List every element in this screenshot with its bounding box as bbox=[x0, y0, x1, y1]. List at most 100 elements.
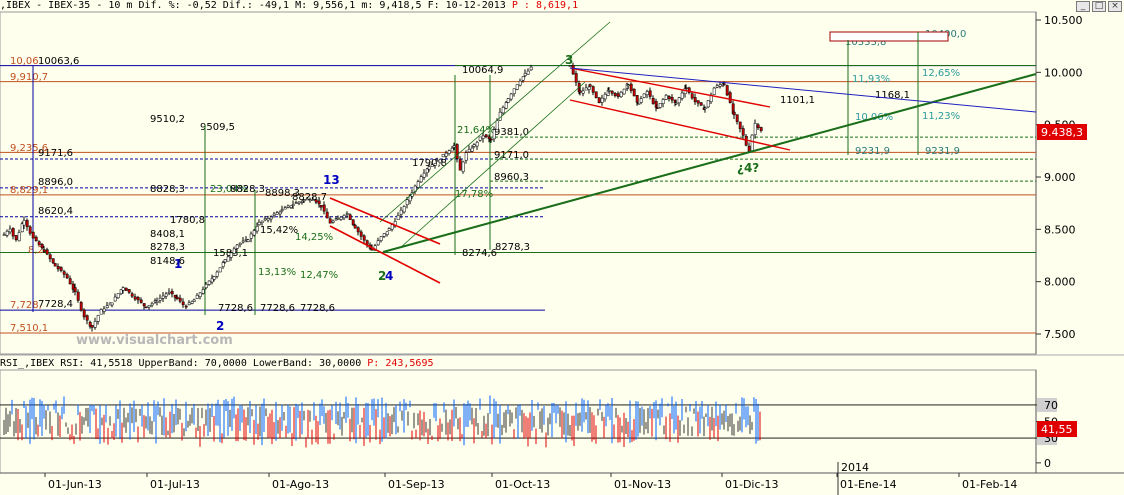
candle-body bbox=[450, 147, 454, 152]
candle-body bbox=[73, 287, 77, 293]
candle-body bbox=[587, 86, 591, 90]
fib-label: 9509,5 bbox=[200, 122, 235, 133]
candle-body bbox=[405, 199, 409, 205]
candle-body bbox=[574, 73, 578, 83]
candle-body bbox=[629, 83, 633, 91]
candle-body bbox=[718, 84, 722, 87]
annotation-value: 8828,7 bbox=[292, 192, 327, 203]
wave-label: 3 bbox=[565, 53, 573, 67]
fib-label: 8620,4 bbox=[38, 206, 73, 217]
min-label: m: 9,418,5 bbox=[361, 0, 422, 11]
candle-body bbox=[187, 302, 191, 305]
left-level-label: 9,910,7 bbox=[10, 72, 48, 83]
candle-body bbox=[529, 66, 533, 71]
candle-body bbox=[382, 233, 386, 237]
candle-body bbox=[25, 220, 29, 228]
candle-body bbox=[142, 303, 146, 307]
candle-body bbox=[735, 114, 739, 122]
fib-label: 7728,4 bbox=[38, 299, 73, 310]
candle-body bbox=[461, 161, 465, 172]
candle-body bbox=[139, 299, 143, 303]
candle-body bbox=[59, 267, 63, 271]
candle-body bbox=[99, 309, 103, 315]
candle-body bbox=[447, 150, 451, 154]
candle-body bbox=[416, 181, 420, 188]
candle-body bbox=[607, 90, 611, 92]
dif-label: Dif.: -49,1 bbox=[222, 0, 290, 11]
candle-body bbox=[427, 166, 431, 170]
last-price-label: 9.438,3 bbox=[1041, 126, 1083, 139]
candle-body bbox=[2, 234, 6, 236]
candle-body bbox=[626, 84, 630, 87]
candle-body bbox=[619, 92, 623, 97]
candle-body bbox=[568, 65, 572, 68]
candle-body bbox=[336, 218, 340, 220]
candle-body bbox=[441, 154, 445, 158]
fib-label: 9171,6 bbox=[38, 148, 73, 159]
x-tick-label: 01-Jun-13 bbox=[48, 478, 102, 491]
candle-body bbox=[34, 236, 38, 241]
fib-label: 8278,3 bbox=[150, 242, 185, 253]
candle-body bbox=[475, 141, 479, 147]
candle-body bbox=[715, 85, 719, 88]
left-level-label: 9,235,6 bbox=[10, 143, 48, 154]
candle-body bbox=[53, 263, 57, 267]
y-tick-label: 10.000 bbox=[1044, 66, 1083, 79]
close-button[interactable]: × bbox=[1108, 1, 1122, 12]
annotation-value: 9231,9 bbox=[925, 146, 960, 157]
candle-body bbox=[195, 295, 199, 299]
candle-body bbox=[121, 287, 125, 291]
pct-label: 13,13% bbox=[258, 267, 296, 278]
candle-body bbox=[670, 97, 674, 101]
candle-body bbox=[655, 107, 659, 109]
candle-body bbox=[192, 299, 196, 302]
annotation-value: 9231,9 bbox=[855, 146, 890, 157]
date-label: F: 10-12-2013 bbox=[427, 0, 506, 11]
candle-body bbox=[680, 92, 684, 99]
rsi-header-text: RSI_,IBEX RSI: 41,5518 UpperBand: 70,000… bbox=[0, 358, 362, 369]
candle-body bbox=[155, 300, 159, 303]
candle-body bbox=[487, 136, 491, 140]
candle-body bbox=[71, 283, 75, 290]
candle-body bbox=[645, 91, 649, 96]
candle-body bbox=[385, 231, 389, 236]
left-level-label: 7,728, bbox=[10, 300, 42, 311]
annotation-value: 8278,3 bbox=[495, 242, 530, 253]
candle-body bbox=[62, 271, 66, 275]
candle-body bbox=[651, 98, 655, 104]
candle-body bbox=[464, 152, 468, 161]
candle-body bbox=[215, 271, 219, 277]
candle-body bbox=[591, 86, 595, 93]
candle-body bbox=[732, 111, 736, 116]
candle-body bbox=[581, 90, 585, 94]
wave-label: 13 bbox=[323, 173, 340, 187]
left-level-label: 8,829,1 bbox=[10, 185, 48, 196]
rsi-p-label: P: 243,5695 bbox=[367, 358, 434, 369]
candle-body bbox=[119, 289, 123, 294]
candle-body bbox=[379, 236, 383, 241]
y-tick-label: 8.500 bbox=[1044, 223, 1076, 236]
candle-body bbox=[249, 233, 253, 239]
candle-body bbox=[40, 244, 44, 249]
candle-body bbox=[96, 315, 100, 322]
candle-body bbox=[492, 129, 496, 140]
candle-body bbox=[658, 103, 662, 108]
candle-body bbox=[642, 93, 646, 98]
candle-body bbox=[161, 295, 165, 299]
candle-body bbox=[597, 97, 601, 104]
candle-body bbox=[294, 202, 298, 205]
candle-body bbox=[402, 206, 406, 213]
candle-body bbox=[635, 95, 639, 103]
lower-channel-line bbox=[399, 81, 586, 249]
candle-body bbox=[376, 240, 380, 246]
minimize-button[interactable]: _ bbox=[1076, 1, 1090, 12]
candle-body bbox=[302, 199, 306, 202]
pct-label: 11,23% bbox=[922, 111, 960, 122]
candle-body bbox=[289, 205, 293, 208]
maximize-button[interactable]: □ bbox=[1092, 1, 1106, 12]
wave-label: ¿4? bbox=[737, 161, 759, 175]
candle-body bbox=[696, 100, 700, 104]
candle-body bbox=[184, 305, 188, 308]
candle-body bbox=[173, 294, 177, 298]
